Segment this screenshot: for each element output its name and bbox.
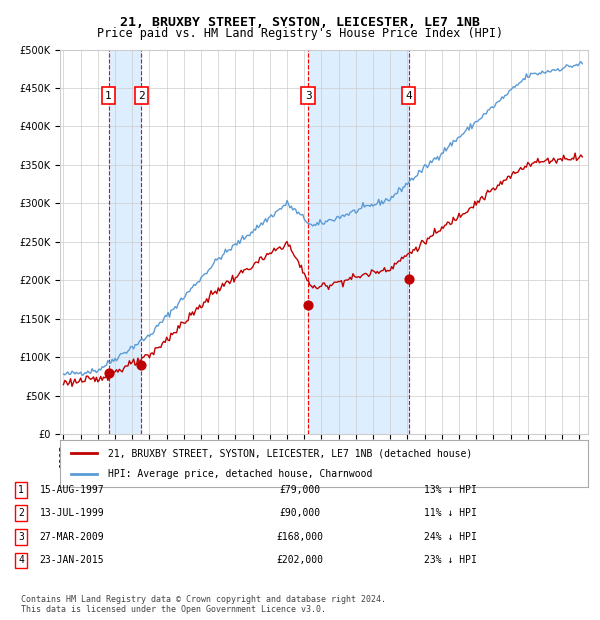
Text: Contains HM Land Registry data © Crown copyright and database right 2024.: Contains HM Land Registry data © Crown c…	[21, 595, 386, 604]
Text: 1: 1	[18, 485, 24, 495]
Text: HPI: Average price, detached house, Charnwood: HPI: Average price, detached house, Char…	[107, 469, 372, 479]
Text: £90,000: £90,000	[280, 508, 320, 518]
Text: 4: 4	[18, 556, 24, 565]
Text: 2: 2	[138, 91, 145, 100]
Text: 3: 3	[18, 532, 24, 542]
Text: 1: 1	[105, 91, 112, 100]
Text: 27-MAR-2009: 27-MAR-2009	[40, 532, 104, 542]
Text: 23-JAN-2015: 23-JAN-2015	[40, 556, 104, 565]
Text: 13% ↓ HPI: 13% ↓ HPI	[424, 485, 476, 495]
Text: 3: 3	[305, 91, 311, 100]
Text: 21, BRUXBY STREET, SYSTON, LEICESTER, LE7 1NB (detached house): 21, BRUXBY STREET, SYSTON, LEICESTER, LE…	[107, 448, 472, 458]
Bar	[308, 50, 409, 434]
Text: 21, BRUXBY STREET, SYSTON, LEICESTER, LE7 1NB: 21, BRUXBY STREET, SYSTON, LEICESTER, LE…	[120, 16, 480, 29]
Text: £202,000: £202,000	[277, 556, 323, 565]
Text: 24% ↓ HPI: 24% ↓ HPI	[424, 532, 476, 542]
Bar	[109, 50, 142, 434]
Text: This data is licensed under the Open Government Licence v3.0.: This data is licensed under the Open Gov…	[21, 604, 326, 614]
Text: Price paid vs. HM Land Registry's House Price Index (HPI): Price paid vs. HM Land Registry's House …	[97, 27, 503, 40]
Text: 15-AUG-1997: 15-AUG-1997	[40, 485, 104, 495]
Point	[404, 274, 413, 284]
Point	[304, 300, 313, 310]
Text: 13-JUL-1999: 13-JUL-1999	[40, 508, 104, 518]
Text: 23% ↓ HPI: 23% ↓ HPI	[424, 556, 476, 565]
Text: 4: 4	[405, 91, 412, 100]
Text: 11% ↓ HPI: 11% ↓ HPI	[424, 508, 476, 518]
Text: £79,000: £79,000	[280, 485, 320, 495]
Point	[137, 360, 146, 370]
Point	[104, 368, 113, 378]
Text: 2: 2	[18, 508, 24, 518]
Text: £168,000: £168,000	[277, 532, 323, 542]
